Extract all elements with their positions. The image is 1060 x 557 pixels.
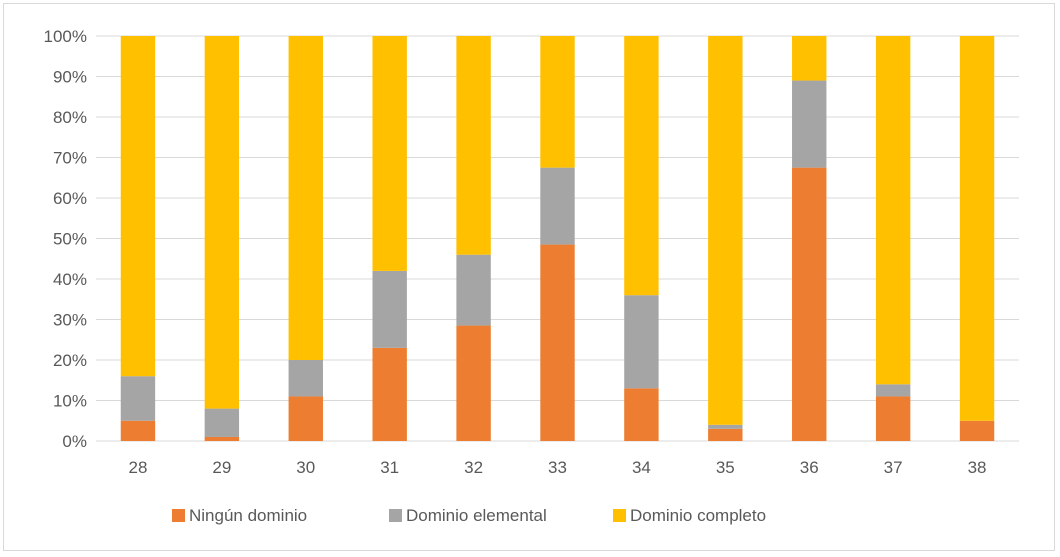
x-tick-label: 33: [548, 458, 567, 477]
bar-segment: [960, 36, 994, 421]
y-tick-label: 60%: [53, 189, 87, 208]
y-tick-label: 50%: [53, 230, 87, 249]
bar-segment: [708, 425, 742, 429]
bar-segment: [792, 36, 826, 81]
chart-frame: 0% 10% 20% 30% 40% 50% 60% 70% 80% 90% 100% 28 29 30…: [3, 3, 1055, 551]
bar-segment: [121, 421, 155, 441]
x-tick-label: 37: [884, 458, 903, 477]
y-tick-label: 30%: [53, 311, 87, 330]
bar-segment: [624, 388, 658, 441]
legend-label: Dominio elemental: [406, 506, 547, 525]
bar-segment: [792, 81, 826, 168]
legend: Ningún dominio Dominio elemental Dominio c…: [172, 506, 766, 525]
stacked-bar-chart: 0% 10% 20% 30% 40% 50% 60% 70% 80% 90% 100% 28 29 30…: [4, 4, 1056, 552]
legend-swatch: [172, 509, 185, 522]
bar-segment: [121, 376, 155, 421]
y-tick-label: 0%: [62, 432, 87, 451]
bar-segment: [456, 326, 490, 441]
x-tick-label: 30: [296, 458, 315, 477]
bar-segment: [456, 255, 490, 326]
x-tick-label: 32: [464, 458, 483, 477]
bar-segment: [205, 409, 239, 437]
x-tick-label: 34: [632, 458, 651, 477]
bar-segment: [624, 295, 658, 388]
bar-segment: [121, 36, 155, 376]
bar-segment: [960, 421, 994, 441]
x-tick-label: 38: [968, 458, 987, 477]
x-tick-label: 35: [716, 458, 735, 477]
y-tick-label: 90%: [53, 68, 87, 87]
bar-segment: [289, 36, 323, 360]
bar-segment: [540, 36, 574, 168]
bar-segment: [372, 271, 406, 348]
bar-segment: [205, 437, 239, 441]
x-tick-label: 36: [800, 458, 819, 477]
x-tick-label: 28: [128, 458, 147, 477]
legend-label: Ningún dominio: [189, 506, 307, 525]
bar-segment: [792, 168, 826, 441]
y-axis-ticks: 0% 10% 20% 30% 40% 50% 60% 70% 80% 90% 100%: [44, 27, 87, 451]
legend-swatch: [613, 509, 626, 522]
y-tick-label: 70%: [53, 149, 87, 168]
y-tick-label: 10%: [53, 392, 87, 411]
y-tick-label: 40%: [53, 270, 87, 289]
bar-segment: [876, 384, 910, 396]
bar-segment: [876, 36, 910, 384]
bar-segment: [372, 36, 406, 271]
bar-segment: [540, 168, 574, 245]
bar-segment: [624, 36, 658, 295]
bar-segment: [205, 36, 239, 409]
bar-segment: [708, 429, 742, 441]
y-tick-label: 20%: [53, 351, 87, 370]
bar-segment: [289, 360, 323, 396]
x-tick-label: 29: [212, 458, 231, 477]
bar-segment: [456, 36, 490, 255]
bar-segment: [708, 36, 742, 425]
bar-segment: [372, 348, 406, 441]
bar-segment: [876, 396, 910, 441]
y-tick-label: 100%: [44, 27, 87, 46]
y-tick-label: 80%: [53, 108, 87, 127]
legend-label: Dominio completo: [630, 506, 766, 525]
x-axis-ticks: 28 29 30 31 32 33 34 35 36 37 38: [128, 458, 986, 477]
legend-swatch: [389, 509, 402, 522]
x-tick-label: 31: [380, 458, 399, 477]
bar-segment: [289, 396, 323, 441]
bar-segment: [540, 245, 574, 441]
